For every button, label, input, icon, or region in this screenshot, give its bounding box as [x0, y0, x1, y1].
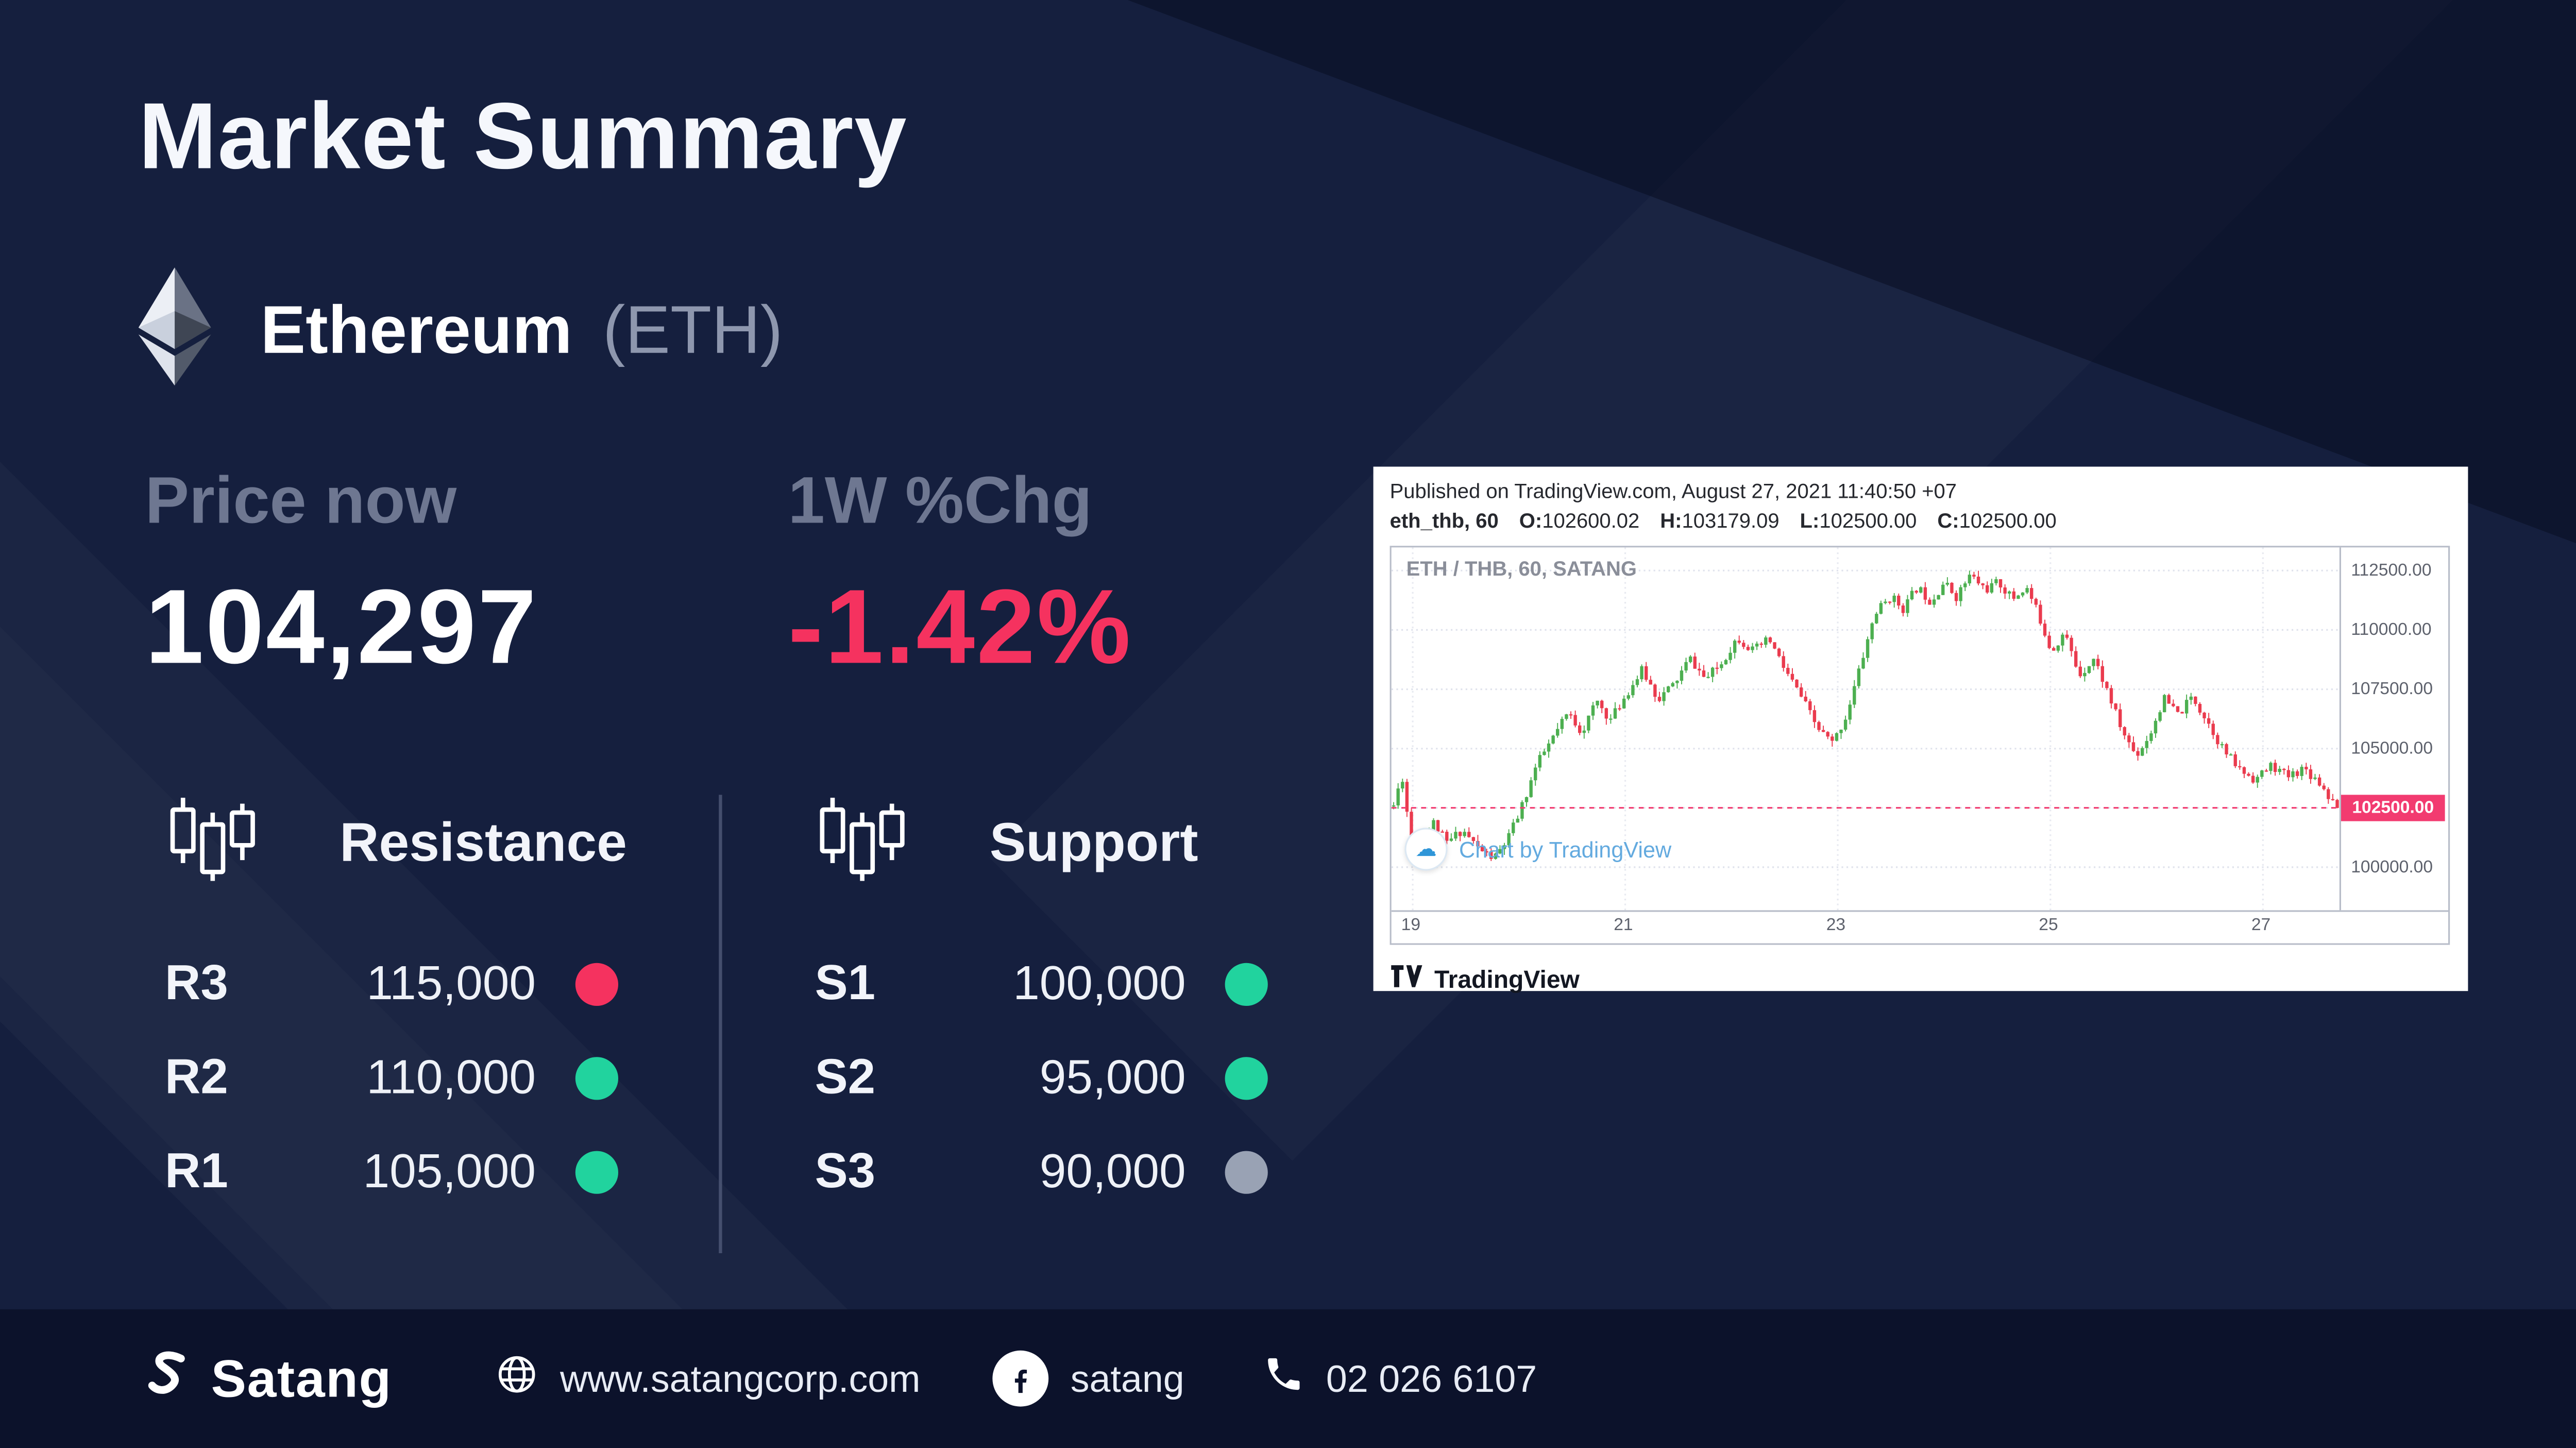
- level-value: 90,000: [1039, 1145, 1186, 1198]
- background-corner-shade: [1127, 0, 2576, 544]
- levels-divider: [719, 795, 723, 1253]
- tradingview-chart-panel: Published on TradingView.com, August 27,…: [1373, 466, 2468, 995]
- time-axis: 19 21 23 25 27: [1391, 910, 2448, 944]
- support-row: S1 100,000: [815, 956, 1268, 1013]
- time-tick-label: 19: [1401, 915, 1421, 935]
- weekly-change-label: 1W %Chg: [788, 465, 1092, 538]
- price-now-label: Price now: [145, 465, 457, 538]
- level-dot: [1225, 1057, 1268, 1100]
- chart-legend: ETH / THB, 60, SATANG: [1406, 557, 1637, 581]
- facebook-handle: satang: [1070, 1356, 1184, 1400]
- support-title: Support: [989, 811, 1198, 872]
- phone-number: 02 026 6107: [1326, 1356, 1537, 1400]
- coin-name: Ethereum: [260, 291, 572, 367]
- candlestick-icon: [165, 794, 261, 891]
- resistance-row: R2 110,000: [165, 1050, 627, 1106]
- price-tick-label: 112500.00: [2351, 560, 2432, 581]
- price-axis: 102500.00 112500.00 110000.00 107500.00 105…: [2339, 547, 2447, 911]
- footer: Satang www.satangcorp.com satang: [0, 1309, 2576, 1448]
- coin-symbol: (ETH): [602, 291, 783, 367]
- last-price-label: 102500.00: [2341, 795, 2445, 821]
- resistance-title: Resistance: [340, 811, 627, 872]
- close-label: C:: [1937, 509, 1959, 533]
- published-line: Published on TradingView.com, August 27,…: [1389, 480, 1957, 503]
- support-row: S2 95,000: [815, 1050, 1268, 1106]
- resistance-column: Resistance R3 115,000 R2 110,000 R1 105,…: [165, 788, 627, 1253]
- level-dot: [575, 1151, 618, 1194]
- globe-icon: [494, 1351, 538, 1406]
- tradingview-cloud-icon: ☁: [1404, 828, 1448, 871]
- website-item: www.satangcorp.com: [494, 1351, 921, 1406]
- level-value: 110,000: [366, 1051, 536, 1104]
- level-value: 95,000: [1039, 1051, 1186, 1104]
- level-label: S1: [815, 956, 876, 1011]
- high-value: 103179.09: [1682, 509, 1780, 533]
- satang-logo-icon: [145, 1348, 192, 1409]
- stats-row: Price now 104,297 1W %Chg -1.42%: [145, 465, 1132, 687]
- ethereum-logo-icon: [138, 266, 211, 393]
- level-dot: [575, 1057, 618, 1100]
- candlestick-icon: [815, 794, 911, 891]
- tradingview-logo: TradingView: [1390, 963, 2452, 998]
- price-tick-label: 105000.00: [2351, 738, 2433, 759]
- level-value: 105,000: [363, 1145, 536, 1198]
- price-now-block: Price now 104,297: [145, 465, 788, 687]
- level-dot: [1225, 1151, 1268, 1194]
- price-tick-label: 107500.00: [2351, 679, 2433, 699]
- time-tick-label: 21: [1614, 915, 1633, 935]
- level-label: S2: [815, 1050, 876, 1105]
- resistance-row: R1 105,000: [165, 1144, 627, 1201]
- coin-header: Ethereum (ETH): [138, 238, 783, 422]
- low-label: L:: [1800, 509, 1820, 533]
- level-label: R1: [165, 1144, 228, 1199]
- ohlc-symbol: eth_thb, 60: [1389, 509, 1499, 533]
- close-value: 102500.00: [1959, 509, 2057, 533]
- time-tick-label: 23: [1826, 915, 1846, 935]
- level-label: R3: [165, 956, 228, 1011]
- facebook-item: satang: [993, 1350, 1184, 1407]
- support-column: Support S1 100,000 S2 95,000 S3 90,000: [815, 788, 1268, 1253]
- brand-name: Satang: [211, 1348, 392, 1408]
- open-value: 102600.02: [1542, 509, 1640, 533]
- chart-plot-area: ETH / THB, 60, SATANG ☁ Chart by Trading…: [1391, 547, 2340, 911]
- brand: Satang: [145, 1348, 392, 1409]
- high-label: H:: [1660, 509, 1682, 533]
- price-now-value: 104,297: [145, 567, 538, 686]
- tradingview-logo-icon: [1390, 963, 1423, 998]
- support-row: S3 90,000: [815, 1144, 1268, 1201]
- level-label: R2: [165, 1050, 228, 1105]
- weekly-change-value: -1.42%: [788, 567, 1132, 686]
- tradingview-logo-text: TradingView: [1434, 966, 1580, 995]
- price-tick-label: 100000.00: [2351, 857, 2433, 878]
- tradingview-watermark: ☁ Chart by TradingView: [1404, 828, 1672, 871]
- page-title: Market Summary: [138, 84, 908, 190]
- phone-icon: [1263, 1353, 1304, 1404]
- open-label: O:: [1519, 509, 1543, 533]
- level-dot: [575, 963, 618, 1006]
- chart-box: ETH / THB, 60, SATANG ☁ Chart by Trading…: [1389, 546, 2450, 945]
- ohlc-line: eth_thb, 60 O:102600.02 H:103179.09 L:10…: [1390, 510, 2452, 533]
- level-value: 100,000: [1013, 957, 1186, 1010]
- levels-section: Resistance R3 115,000 R2 110,000 R1 105,…: [165, 788, 1268, 1253]
- weekly-change-block: 1W %Chg -1.42%: [788, 465, 1132, 687]
- time-tick-label: 27: [2251, 915, 2271, 935]
- low-value: 102500.00: [1819, 509, 1917, 533]
- phone-item: 02 026 6107: [1263, 1353, 1537, 1404]
- website-text: www.satangcorp.com: [560, 1356, 921, 1400]
- level-dot: [1225, 963, 1268, 1006]
- time-tick-label: 25: [2039, 915, 2058, 935]
- watermark-text: Chart by TradingView: [1459, 837, 1672, 862]
- facebook-icon: [993, 1350, 1049, 1407]
- resistance-row: R3 115,000: [165, 956, 627, 1013]
- level-label: S3: [815, 1144, 876, 1199]
- price-tick-label: 110000.00: [2351, 620, 2432, 640]
- level-value: 115,000: [366, 957, 536, 1010]
